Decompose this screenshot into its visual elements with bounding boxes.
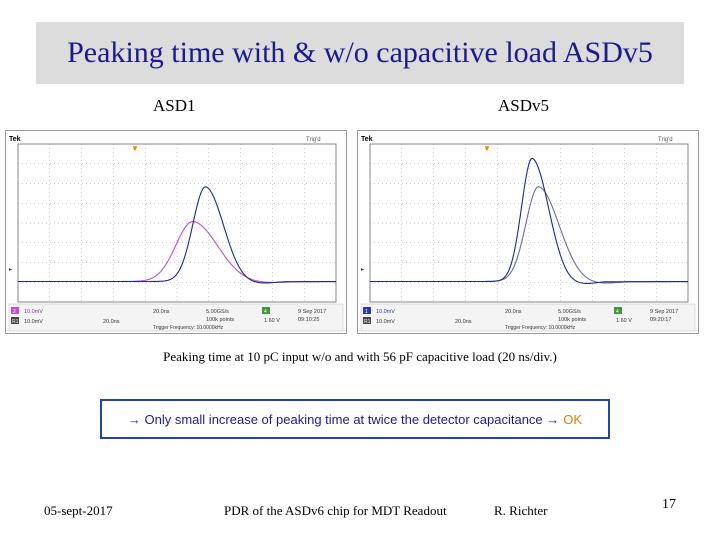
scope-statusbar-asd1: 2 10.0mV R1 10.0mV 20.0ns 20.0ns 5.00GS/…: [8, 303, 344, 332]
scope-graticule-asdv5: [369, 143, 689, 303]
ground-marker-asdv5: ▸: [361, 267, 364, 273]
footer-author: R. Richter: [494, 503, 548, 518]
sample-rate-asd1: 5.00GS/s: [206, 309, 229, 315]
trigger-frequency-asdv5: Trigger Frequency: 10.0000kHz: [505, 325, 576, 331]
ref-timebase-asd1: 20.0ns: [103, 319, 120, 325]
oscilloscope-screenshot-asdv5: Tek Trig'd ▼ ▸ 1 10.0mV R1 10.0mV 20.0ns…: [357, 130, 699, 334]
ref-timebase-asdv5: 20.0ns: [455, 319, 472, 325]
title-bar: Peaking time with & w/o capacitive load …: [36, 22, 684, 84]
scope-trigger-status-asdv5: Trig'd: [658, 137, 673, 143]
scope-graticule-asd1: [17, 143, 337, 303]
figure-caption: Peaking time at 10 pC input w/o and with…: [163, 349, 557, 364]
trigger-marker-asdv5: ▼: [483, 144, 491, 153]
ch2-scale-asdv5: 10.0mV: [376, 319, 395, 325]
ch1-scale-asdv5: 10.0mV: [376, 309, 395, 315]
conclusion-text: Only small increase of peaking time at t…: [144, 411, 543, 427]
svg-text:R1: R1: [12, 319, 19, 325]
scope-label-asd1: ASD1: [153, 96, 196, 115]
time-asdv5: 09:20:17: [650, 317, 671, 323]
timebase-asdv5: 20.0ns: [505, 309, 522, 315]
scope-brand-asd1: Tek: [9, 136, 21, 143]
page-number: 17: [662, 497, 676, 512]
arrow-icon: →: [546, 411, 560, 427]
time-asd1: 09:10:25: [298, 317, 319, 323]
scope-display-asd1: Tek Trig'd ▼ ▸ 2 10.0mV R1 10.0mV 20.0ns…: [8, 136, 344, 332]
conclusion-box: → Only small increase of peaking time at…: [100, 399, 610, 439]
trigger-level-asd1: 1.60 V: [264, 318, 280, 324]
date-asd1: 9 Sep 2017: [298, 309, 326, 315]
svg-text:2: 2: [13, 309, 16, 315]
record-length-asdv5: 100k points: [558, 317, 586, 323]
svg-text:4: 4: [616, 309, 619, 315]
sample-rate-asdv5: 5.00GS/s: [558, 309, 581, 315]
scope-label-asdv5: ASDv5: [498, 96, 550, 115]
footer-date: 05-sept-2017: [44, 503, 113, 518]
conclusion-ok: OK: [563, 411, 583, 427]
trace-without-load-asdv5: [370, 157, 688, 284]
arrow-icon: →: [127, 411, 141, 427]
scope-brand-asdv5: Tek: [361, 136, 373, 143]
ch1-scale-asd1: 10.0mV: [24, 319, 43, 325]
oscilloscope-screenshot-asd1: Tek Trig'd ▼ ▸ 2 10.0mV R1 10.0mV 20.0ns…: [5, 130, 347, 334]
scope-display-asdv5: Tek Trig'd ▼ ▸ 1 10.0mV R1 10.0mV 20.0ns…: [360, 136, 696, 332]
svg-text:1: 1: [365, 309, 368, 315]
scope-grid-asd1: [18, 144, 336, 302]
trigger-level-asdv5: 1.60 V: [616, 318, 632, 324]
scope-statusbar-asdv5: 1 10.0mV R1 10.0mV 20.0ns 20.0ns 5.00GS/…: [360, 303, 696, 332]
ground-marker-asd1: ▸: [9, 267, 12, 273]
timebase-asd1: 20.0ns: [153, 309, 170, 315]
footer-title: PDR of the ASDv6 chip for MDT Readout: [224, 503, 447, 518]
trigger-frequency-asd1: Trigger Frequency: 10.0000kHz: [153, 325, 224, 331]
svg-text:R1: R1: [364, 319, 371, 325]
slide-title: Peaking time with & w/o capacitive load …: [67, 36, 653, 69]
ch2-scale-asd1: 10.0mV: [24, 309, 43, 315]
scope-trigger-status-asd1: Trig'd: [306, 137, 321, 143]
scope-grid-asdv5: [370, 144, 688, 302]
record-length-asd1: 100k points: [206, 317, 234, 323]
trace-without-load-asd1: [18, 186, 336, 284]
date-asdv5: 9 Sep 2017: [650, 309, 678, 315]
svg-text:4: 4: [264, 309, 267, 315]
trigger-marker-asd1: ▼: [131, 144, 139, 153]
